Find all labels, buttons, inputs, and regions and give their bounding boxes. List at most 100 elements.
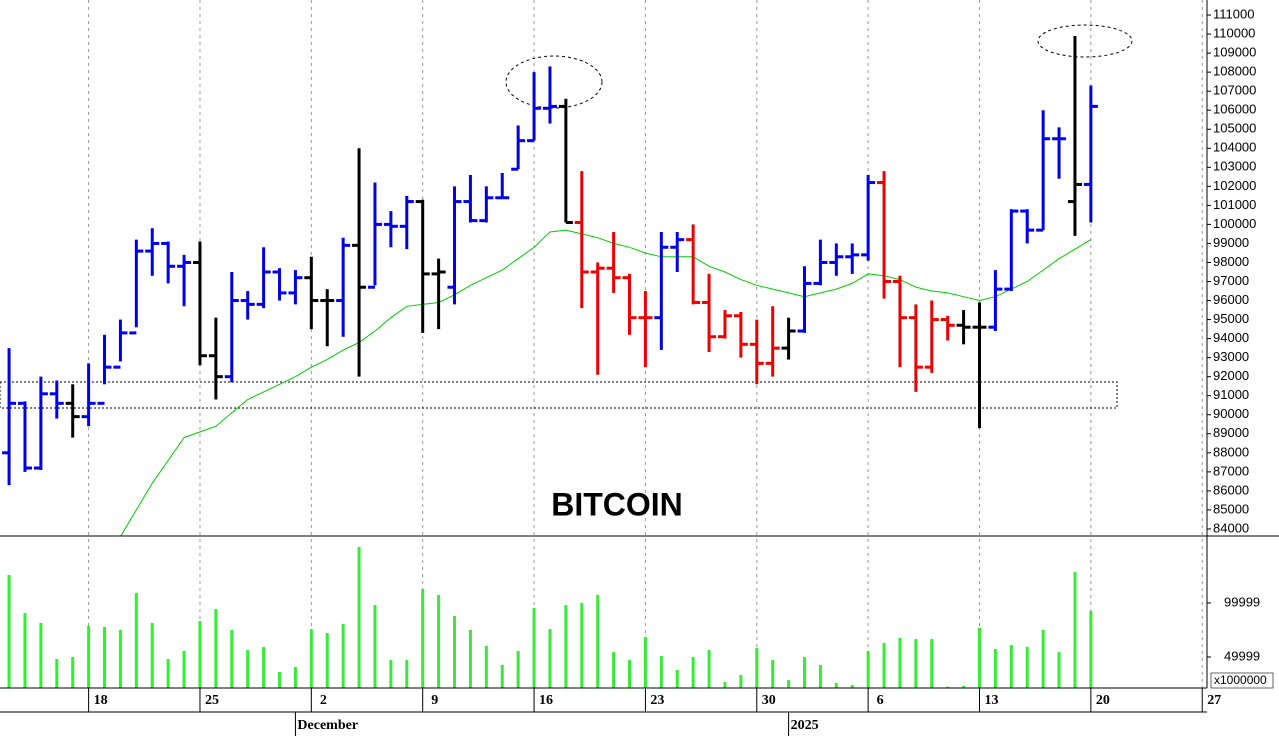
ohlc-bar (177, 254, 192, 307)
ohlc-bar (272, 268, 287, 301)
volume-bar (548, 629, 552, 688)
volume-bar (532, 607, 536, 688)
ohlc-bar (320, 289, 335, 347)
volume-bar (1057, 652, 1061, 688)
y-tick-label: 102000 (1213, 178, 1256, 193)
ohlc-bar (686, 224, 701, 305)
y-tick-label: 92000 (1213, 368, 1249, 383)
volume-bar (643, 637, 647, 688)
ohlc-bar (813, 239, 828, 286)
ohlc-bar (224, 271, 239, 383)
ohlc-bar (288, 270, 303, 305)
ohlc-bar (2, 348, 17, 486)
y-tick-label: 93000 (1213, 349, 1249, 364)
y-tick-label: 105000 (1213, 121, 1256, 136)
ohlc-bar (447, 186, 462, 305)
volume-bar (357, 546, 361, 688)
ohlc-bar (511, 125, 526, 171)
chart-title: BITCOIN (551, 486, 683, 522)
unit-box (1210, 672, 1274, 689)
support-zone (0, 381, 1118, 409)
ohlc-bar (749, 319, 764, 385)
volume-bar (516, 650, 520, 688)
x-tick-label: 23 (650, 693, 664, 708)
volume-bar (437, 594, 441, 688)
y-tick-label: 91000 (1213, 387, 1249, 402)
ohlc-bar (622, 273, 637, 335)
volume-bar (341, 623, 345, 688)
ohlc-bar (781, 317, 796, 360)
y-tick-label: 108000 (1213, 64, 1256, 79)
ohlc-bar (256, 247, 271, 309)
ohlc-bar (908, 304, 923, 392)
ohlc-bar (336, 237, 351, 337)
ohlc-bar (574, 171, 589, 309)
volume-bar (978, 627, 982, 688)
volume-bar (405, 660, 409, 688)
volume-bar (691, 656, 695, 688)
y-tick-label: 94000 (1213, 330, 1249, 345)
ohlc-bar (654, 232, 669, 351)
ohlc-bar (590, 262, 605, 375)
volume-bar (468, 629, 472, 688)
x-tick-label: 30 (762, 693, 776, 708)
volume-bar (993, 649, 997, 688)
volume-bar (1089, 610, 1093, 688)
y-tick-label: 84000 (1213, 520, 1249, 535)
y-tick-label: 49999 (1224, 648, 1260, 663)
ohlc-bar (606, 232, 621, 293)
ohlc-bar (1052, 127, 1067, 179)
x-tick-label: 6 (877, 693, 884, 708)
moving-average (120, 229, 1092, 536)
y-tick-label: 96000 (1213, 292, 1249, 307)
ohlc-bar (208, 317, 223, 400)
ohlc-bar (113, 319, 128, 369)
volume-bar (787, 680, 791, 688)
y-tick-label: 111000 (1213, 6, 1254, 21)
ohlc-bar (240, 291, 255, 320)
volume-bar (484, 645, 488, 688)
volume-bar (1025, 646, 1029, 688)
highlight-ellipse (505, 55, 603, 109)
volume-bar (739, 675, 743, 688)
volume-bar (500, 664, 504, 688)
x-tick-label: 16 (539, 693, 553, 708)
ohlc-bar (367, 182, 382, 289)
ohlc-bar (877, 171, 892, 299)
ohlc-bar (702, 273, 717, 352)
volume-bar (198, 621, 202, 688)
volume-bar (962, 686, 966, 688)
volume-bar (7, 574, 11, 688)
ohlc-bar (49, 380, 64, 419)
marks (2, 35, 1098, 688)
volume-bar (55, 659, 59, 688)
volume-bar (1009, 645, 1013, 688)
volume-bar (262, 646, 266, 688)
ohlc-bar (415, 199, 430, 333)
volume-bar (850, 684, 854, 688)
ohlc-bar (161, 241, 176, 284)
volume-bar (882, 642, 886, 688)
volume-bar (182, 650, 186, 688)
y-tick-label: 106000 (1213, 102, 1256, 117)
ohlc-bar (1083, 85, 1098, 223)
volume-bar (293, 667, 297, 688)
volume-bar (580, 602, 584, 688)
x-tick-label: 13 (985, 693, 999, 708)
volume-bar (87, 625, 91, 688)
y-tick-label: 88000 (1213, 444, 1249, 459)
volume-bar (373, 605, 377, 688)
ohlc-bar (192, 241, 207, 366)
volume-bar (150, 622, 154, 688)
volume-bar (309, 629, 313, 688)
x-tick-label: 25 (205, 693, 219, 708)
volume-bar (39, 622, 43, 688)
ohlc-bar (463, 174, 478, 223)
x-tick-label: 18 (94, 693, 108, 708)
volume-bar (930, 638, 934, 688)
x-tick-label: 27 (1207, 693, 1221, 708)
ohlc-bar (717, 310, 732, 339)
volume-bar (278, 672, 282, 688)
volume-bar (214, 609, 218, 688)
ohlc-bar (940, 315, 955, 341)
